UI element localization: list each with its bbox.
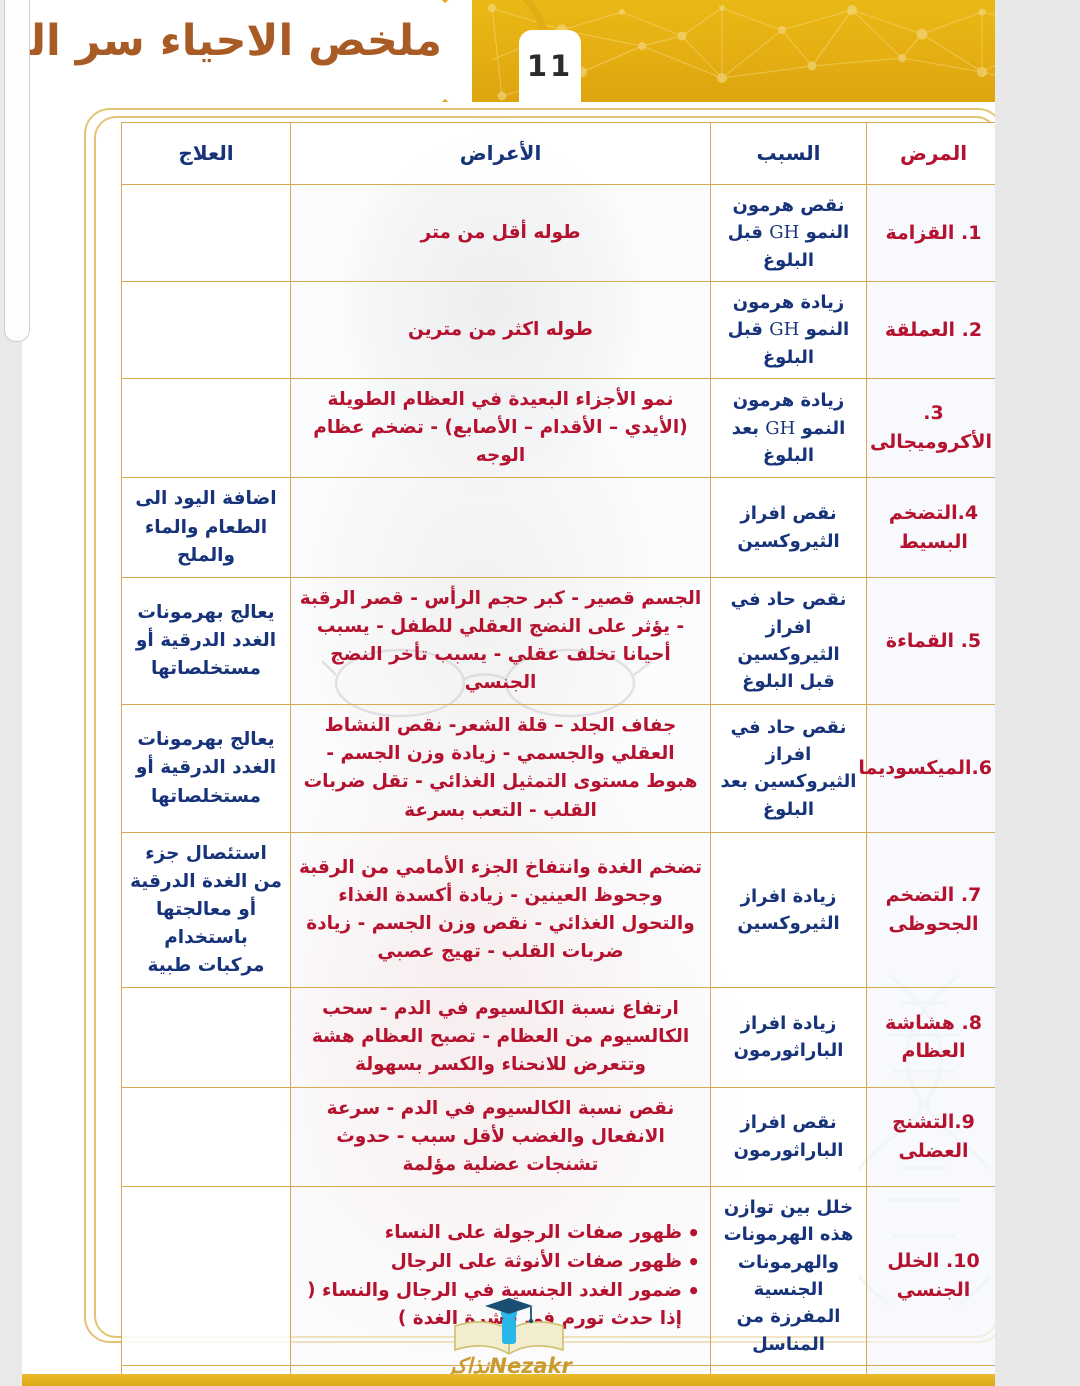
column-header-cause: السبب: [710, 122, 867, 185]
cell-cause: نقص افراز الثيروكسين: [710, 477, 867, 578]
cell-symptoms: طوله أقل من متر: [290, 183, 711, 283]
symptom-bullet: ظهور صفات الأنوثة على الرجال: [299, 1247, 702, 1277]
cell-symptoms: الجسم قصير - كبر حجم الرأس - قصر الرقبة …: [290, 576, 711, 706]
page-number-tab: 11: [519, 30, 581, 102]
viewer-left-gutter: [0, 0, 30, 1386]
table-row: 3. الأكروميجالى زيادة هرمون النمو GH بعد …: [121, 378, 995, 479]
cell-treatment: يعالج بهرمونات الغدد الدرقية أو مستخلصات…: [121, 704, 291, 833]
table-row: 6.الميكسوديما نقص حاد في افراز الثيروكسين…: [121, 704, 995, 833]
cell-cause: زيادة هرمون النمو GH قبل البلوغ: [710, 281, 867, 380]
cell-treatment: [121, 1185, 291, 1367]
cell-treatment: [121, 378, 291, 479]
title-bracket-decoration: [367, 0, 550, 102]
cell-disease: 7. التضخم الجحوظى: [866, 831, 995, 989]
cell-symptoms: ظهور صفات الرجولة على النساءظهور صفات ال…: [290, 1185, 711, 1367]
document-page: ملخص الاحياء سر الحياة 11: [22, 0, 995, 1386]
cell-symptoms: نقص نسبة الكالسيوم في الدم - سرعة الانفع…: [290, 1086, 711, 1187]
cell-disease: 8. هشاشة العظام: [866, 987, 995, 1088]
bottom-gold-bar: [22, 1374, 995, 1386]
cell-treatment: اضافة اليود الى الطعام والماء والملح: [121, 477, 291, 578]
page-title: ملخص الاحياء سر الحياة: [22, 16, 443, 66]
cell-cause: زيادة هرمون النمو GH بعد البلوغ: [710, 378, 867, 479]
cell-cause: خلل بين توازن هذه الهرمونات والهرمونات ا…: [710, 1185, 867, 1367]
cell-cause: زيادة افراز الباراثورمون: [710, 987, 867, 1088]
cell-cause: نقص حاد في افراز الثيروكسين قبل البلوغ: [710, 576, 867, 706]
column-header-treatment: العلاج: [121, 122, 291, 185]
disease-summary-table: المرض السبب الأعراض العلاج 1. القزامة نقص…: [121, 122, 995, 1386]
table-header-row: المرض السبب الأعراض العلاج: [121, 122, 995, 185]
cell-treatment: استئصال جزء من الغدة الدرقية أو معالجتها…: [121, 831, 291, 989]
table-row: 9.التشنج العضلى نقص افراز الباراثورمون نقص…: [121, 1086, 995, 1187]
symptom-bullet: ظهور صفات الرجولة على النساء: [299, 1218, 702, 1248]
cell-disease: 3. الأكروميجالى: [866, 378, 995, 479]
network-pattern-icon: [488, 4, 995, 101]
cell-cause: نقص افراز الباراثورمون: [710, 1086, 867, 1187]
cell-symptoms: نمو الأجزاء البعيدة في العظام الطويلة (ا…: [290, 378, 711, 479]
table-row: 4.التضخم البسيط نقص افراز الثيروكسين اضافة…: [121, 477, 995, 578]
cell-symptoms: تضخم الغدة وانتفاخ الجزء الأمامي من الرق…: [290, 831, 711, 989]
cell-treatment: [121, 1086, 291, 1187]
table-row: 2. العملقة زيادة هرمون النمو GH قبل البلو…: [121, 281, 995, 380]
cell-symptoms: [290, 477, 711, 578]
table-row: 5. القماءة نقص حاد في افراز الثيروكسين قب…: [121, 576, 995, 706]
cell-disease: 2. العملقة: [866, 281, 995, 380]
column-header-disease: المرض: [866, 122, 995, 185]
cell-cause: زيادة افراز الثيروكسين: [710, 831, 867, 989]
cell-symptoms: ارتفاع نسبة الكالسيوم في الدم - سحب الكا…: [290, 987, 711, 1088]
page-number-label: 11: [526, 49, 574, 83]
symptom-bullet: ضمور الغدد الجنسية في الرجال والنساء ( إ…: [299, 1276, 702, 1333]
header-banner: ملخص الاحياء سر الحياة 11: [22, 0, 995, 102]
table-row: 1. القزامة نقص هرمون النمو GH قبل البلوغ ط…: [121, 183, 995, 283]
cell-cause: نقص هرمون النمو GH قبل البلوغ: [710, 183, 867, 283]
cell-treatment: يعالج بهرمونات الغدد الدرقية أو مستخلصات…: [121, 576, 291, 706]
cell-treatment: [121, 183, 291, 283]
table-row: 7. التضخم الجحوظى زيادة افراز الثيروكسين ت…: [121, 831, 995, 989]
cell-treatment: [121, 987, 291, 1088]
cell-cause: نقص حاد في افراز الثيروكسين بعد البلوغ: [710, 704, 867, 833]
cell-disease: 5. القماءة: [866, 576, 995, 706]
table-row: 10. الخلل الجنسي خلل بين توازن هذه الهرمو…: [121, 1185, 995, 1367]
table-body: 1. القزامة نقص هرمون النمو GH قبل البلوغ ط…: [121, 183, 995, 1386]
cell-disease: 6.الميكسوديما: [858, 704, 995, 833]
table-row: 8. هشاشة العظام زيادة افراز الباراثورمون ا…: [121, 987, 995, 1088]
cell-disease: 1. القزامة: [866, 183, 995, 283]
viewer-right-gutter: [995, 105, 1080, 1386]
cell-disease: 9.التشنج العضلى: [866, 1086, 995, 1187]
viewer-scroll-nub: [4, 0, 30, 342]
cell-disease: 4.التضخم البسيط: [866, 477, 995, 578]
summary-table-container: المرض السبب الأعراض العلاج 1. القزامة نقص…: [121, 122, 995, 1386]
table-header: المرض السبب الأعراض العلاج: [121, 122, 995, 185]
cell-disease: 10. الخلل الجنسي: [866, 1185, 995, 1367]
cell-symptoms: جفاف الجلد – قلة الشعر- نقص النشاط العقل…: [290, 704, 711, 833]
cell-symptoms: طوله اكثر من مترين: [290, 281, 711, 380]
cell-treatment: [121, 281, 291, 380]
column-header-symptoms: الأعراض: [290, 122, 711, 185]
